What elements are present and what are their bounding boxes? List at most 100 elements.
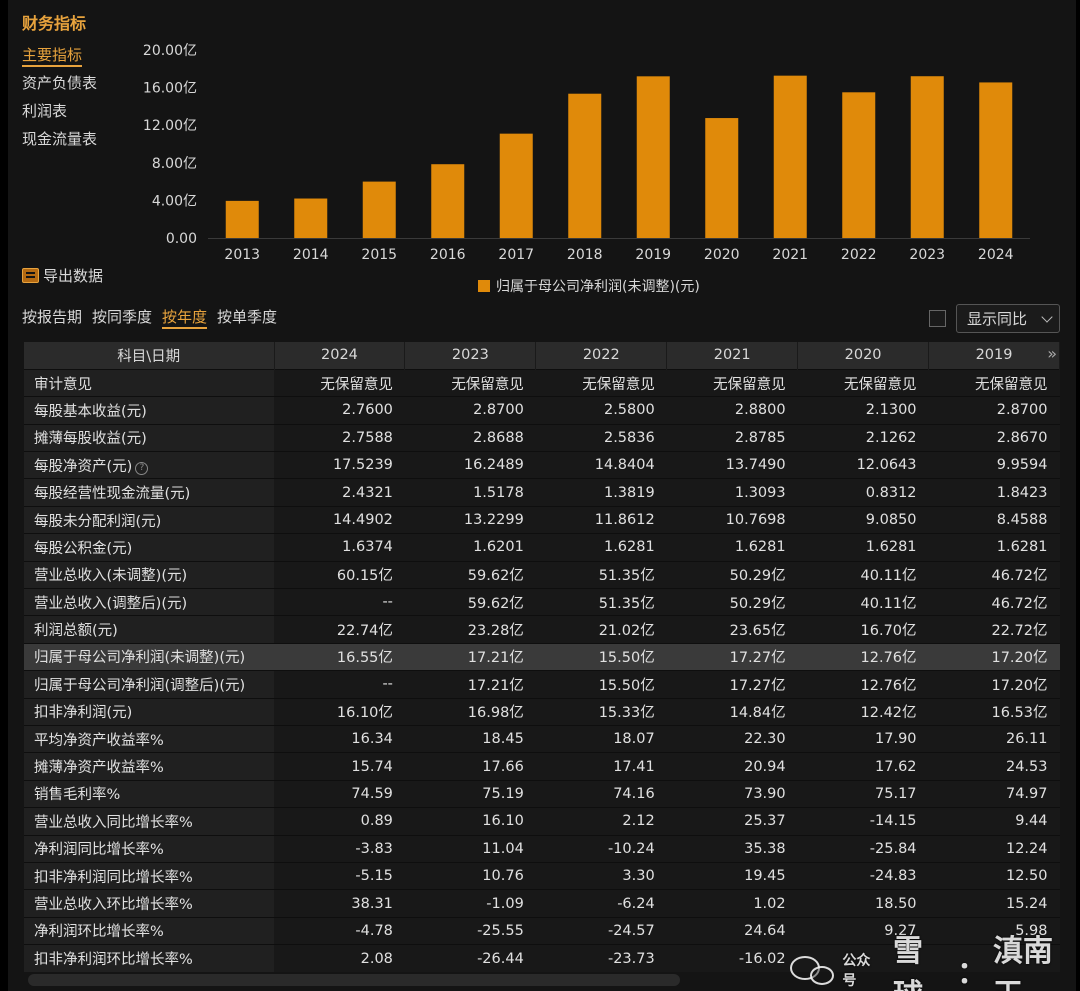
- table-cell: 2.7600: [274, 396, 405, 425]
- table-cell: 10.76: [404, 861, 536, 890]
- table-cell: -26.44: [404, 944, 536, 972]
- table-row[interactable]: 净利润环比增长率% -4.78 -25.55 -24.57 24.64 9.27 5.98: [24, 916, 1060, 945]
- table-row[interactable]: 摊薄净资产收益率% 15.74 17.66 17.41 20.94 17.62 24.53: [24, 752, 1060, 781]
- row-label-text: 审计意见: [34, 376, 92, 393]
- row-label: 每股未分配利润(元): [24, 505, 274, 534]
- help-icon[interactable]: ?: [135, 461, 149, 475]
- table-row[interactable]: 归属于母公司净利润(未调整)(元) 16.55亿 17.21亿 15.50亿 17.27…: [24, 642, 1060, 671]
- table-row[interactable]: 审计意见 无保留意见 无保留意见 无保留意见 无保留意见 无保留意见 无保留意见: [24, 368, 1060, 397]
- bar[interactable]: [842, 92, 876, 238]
- watermark: 公众号 雪球 ： 滇南王: [790, 926, 1080, 991]
- table-row[interactable]: 营业总收入(未调整)(元) 60.15亿 59.62亿 51.35亿 50.29亿 40.…: [24, 560, 1060, 589]
- row-label: 归属于母公司净利润(未调整)(元): [24, 642, 274, 671]
- table-row[interactable]: 摊薄每股收益(元) 2.7588 2.8688 2.5836 2.8785 2.1262 2…: [24, 423, 1060, 452]
- bar[interactable]: [499, 133, 533, 238]
- table-row[interactable]: 净利润同比增长率% -3.83 11.04 -10.24 35.38 -25.84 12.2…: [24, 834, 1060, 863]
- row-label-text: 扣非净利润同比增长率%: [34, 869, 193, 886]
- horizontal-scrollbar[interactable]: [28, 974, 680, 986]
- tab-by-same-quarter[interactable]: 按同季度: [92, 308, 153, 326]
- bar[interactable]: [431, 164, 465, 238]
- sidebar-item-label: 主要指标: [22, 46, 83, 67]
- row-label: 每股基本收益(元): [24, 396, 274, 425]
- table-row[interactable]: 每股未分配利润(元) 14.4902 13.2299 11.8612 10.7698 9.…: [24, 505, 1060, 534]
- table-cell: 75.19: [404, 779, 536, 808]
- table-row[interactable]: 利润总额(元) 22.74亿 23.28亿 21.02亿 23.65亿 16.70亿 22.…: [24, 615, 1060, 644]
- sidebar-item-cash-flow[interactable]: 现金流量表: [22, 126, 122, 154]
- y-tick-label: 12.00亿: [143, 118, 197, 134]
- bar[interactable]: [294, 198, 328, 238]
- bar[interactable]: [910, 76, 944, 238]
- table-row[interactable]: 每股基本收益(元) 2.7600 2.8700 2.5800 2.8800 2.1300 2…: [24, 396, 1060, 425]
- sidebar-item-balance-sheet[interactable]: 资产负债表: [22, 70, 122, 98]
- table-header-col[interactable]: 2019 »: [928, 342, 1060, 370]
- bar[interactable]: [773, 75, 807, 238]
- sidebar-item-income-statement[interactable]: 利润表: [22, 98, 122, 126]
- yoy-dropdown[interactable]: 显示同比: [956, 304, 1060, 333]
- table-header-col[interactable]: 2023: [404, 342, 537, 370]
- table-cell: -23.73: [535, 944, 667, 972]
- sidebar-item-main-indicators[interactable]: 主要指标: [22, 42, 122, 70]
- table-cell: 22.30: [666, 724, 798, 753]
- row-label-text: 扣非净利润(元): [34, 705, 133, 722]
- table-row[interactable]: 平均净资产收益率% 16.34 18.45 18.07 22.30 17.90 26.11: [24, 724, 1060, 753]
- sidebar-item-label: 现金流量表: [22, 130, 98, 148]
- tab-by-report-period[interactable]: 按报告期: [22, 308, 83, 326]
- row-label-text: 摊薄每股收益(元): [34, 431, 147, 448]
- table-cell: 35.38: [666, 834, 798, 863]
- table-cell: 18.45: [404, 724, 536, 753]
- watermark-platform: 雪球: [893, 934, 923, 991]
- table-row[interactable]: 营业总收入(调整后)(元) -- 59.62亿 51.35亿 50.29亿 40.11亿 4…: [24, 588, 1060, 616]
- table-cell: 0.8312: [797, 478, 929, 507]
- table-header-col[interactable]: 2021: [666, 342, 799, 370]
- bar[interactable]: [362, 181, 396, 238]
- table-row[interactable]: 营业总收入环比增长率% 38.31 -1.09 -6.24 1.02 18.50 15.24: [24, 889, 1060, 918]
- table-cell: 51.35亿: [535, 588, 667, 616]
- bar[interactable]: [636, 76, 670, 238]
- table-cell: 51.35亿: [535, 560, 667, 589]
- table-cell: 17.5239: [274, 451, 405, 479]
- row-label-text: 归属于母公司净利润(调整后)(元): [34, 677, 246, 694]
- row-label: 扣非净利润同比增长率%: [24, 861, 274, 890]
- table-header-col[interactable]: 2020: [797, 342, 930, 370]
- table-cell: 12.0643: [797, 451, 929, 479]
- bar[interactable]: [979, 82, 1013, 239]
- yoy-checkbox[interactable]: [929, 310, 946, 327]
- table-row[interactable]: 营业总收入同比增长率% 0.89 16.10 2.12 25.37 -14.15 9.44: [24, 807, 1060, 836]
- x-tick-label: 2017: [498, 247, 534, 263]
- table-cell: -4.78: [274, 916, 405, 945]
- bar[interactable]: [225, 200, 259, 238]
- bar[interactable]: [568, 93, 602, 239]
- table-header-col[interactable]: 2022: [535, 342, 668, 370]
- double-chevron-right-icon[interactable]: »: [1047, 344, 1057, 363]
- table-row[interactable]: 归属于母公司净利润(调整后)(元) -- 17.21亿 15.50亿 17.27亿 12.…: [24, 670, 1060, 699]
- table-cell: 2.08: [274, 944, 405, 972]
- row-label: 每股公积金(元): [24, 533, 274, 562]
- export-data-button[interactable]: 导出数据: [22, 265, 103, 286]
- table-row[interactable]: 每股净资产(元)? 17.5239 16.2489 14.8404 13.7490 12.…: [24, 451, 1060, 479]
- table-cell: 16.53亿: [928, 697, 1060, 726]
- tab-by-year[interactable]: 按年度: [162, 306, 208, 329]
- table-cell: 无保留意见: [797, 368, 929, 397]
- table-cell: 9.44: [928, 807, 1060, 836]
- x-tick-label: 2013: [224, 247, 260, 263]
- table-row[interactable]: 每股公积金(元) 1.6374 1.6201 1.6281 1.6281 1.6281 1.…: [24, 533, 1060, 562]
- sidebar-item-label: 资产负债表: [22, 74, 98, 92]
- table-cell: 26.11: [928, 724, 1060, 753]
- x-tick-label: 2015: [361, 247, 397, 263]
- row-label: 平均净资产收益率%: [24, 724, 274, 753]
- table-row[interactable]: 每股经营性现金流量(元) 2.4321 1.5178 1.3819 1.3093 0.83…: [24, 478, 1060, 507]
- table-cell: 60.15亿: [274, 560, 405, 589]
- table-row[interactable]: 扣非净利润(元) 16.10亿 16.98亿 15.33亿 14.84亿 12.42亿 16…: [24, 697, 1060, 726]
- table-cell: 9.0850: [797, 505, 929, 534]
- y-tick-label: 0.00: [166, 231, 197, 247]
- table-header-col[interactable]: 2024: [274, 342, 406, 370]
- tab-by-single-quarter[interactable]: 按单季度: [217, 308, 278, 326]
- table-cell: 21.02亿: [535, 615, 667, 644]
- table-row[interactable]: 销售毛利率% 74.59 75.19 74.16 73.90 75.17 74.97: [24, 779, 1060, 808]
- table-cell: 15.33亿: [535, 697, 667, 726]
- bar[interactable]: [705, 118, 739, 238]
- table-row[interactable]: 扣非净利润环比增长率% 2.08 -26.44 -23.73 -16.02: [24, 944, 1060, 972]
- table-cell: 11.8612: [535, 505, 667, 534]
- indicator-table: 科目\日期 2024 2023 2022 2021 2020 2019 » 审计意…: [24, 342, 1060, 972]
- table-row[interactable]: 扣非净利润同比增长率% -5.15 10.76 3.30 19.45 -24.83 12.5…: [24, 861, 1060, 890]
